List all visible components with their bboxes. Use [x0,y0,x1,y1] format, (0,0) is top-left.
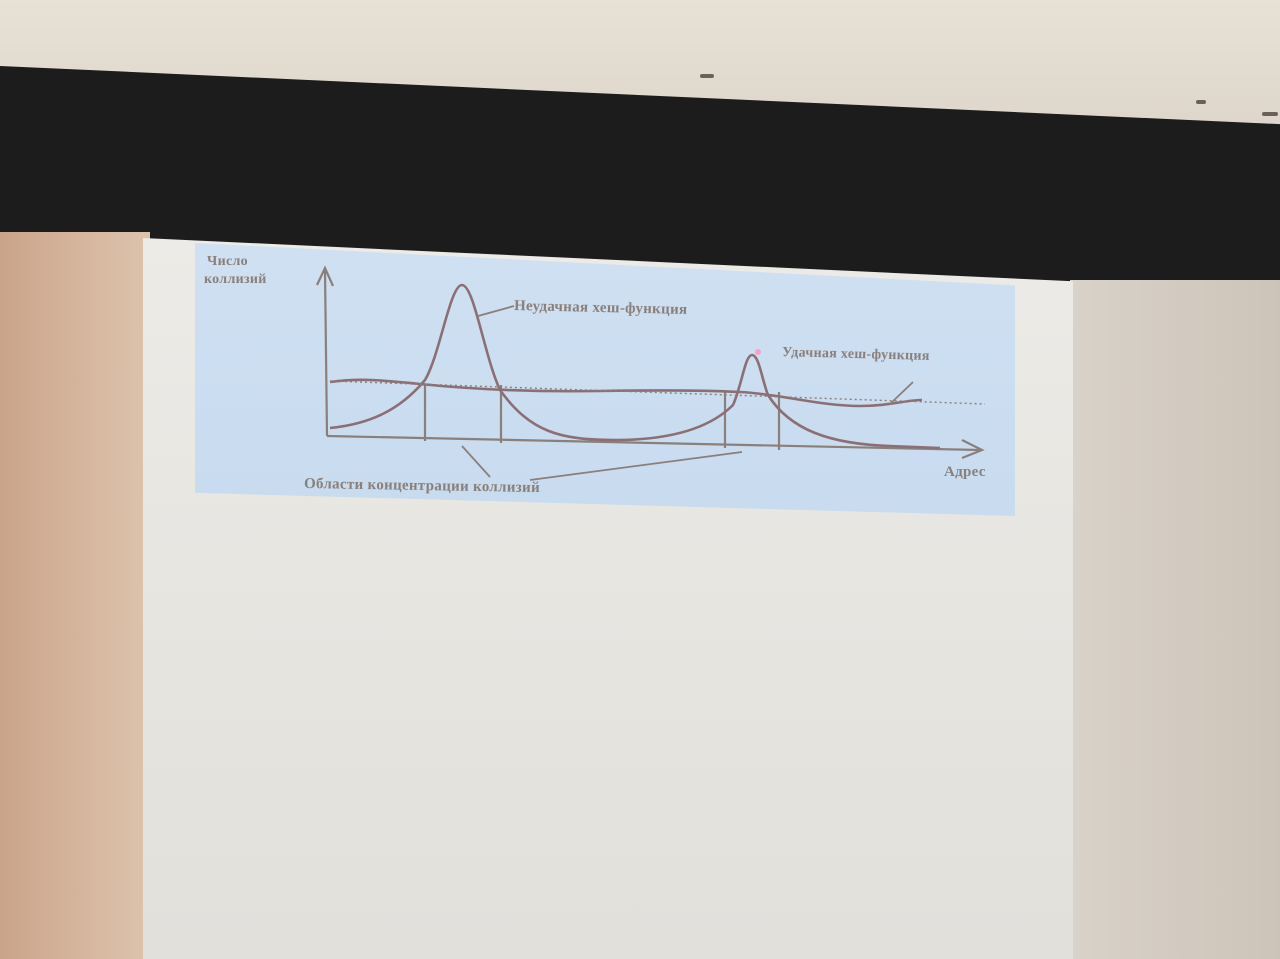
x-axis-arrow [961,439,985,460]
good-label-leader [889,381,914,405]
x-axis-label: Адрес [944,464,986,480]
ceiling-mark [700,74,714,78]
bad-label-leader [477,305,515,317]
bad-hash-curve [329,283,941,450]
average-reference-line [329,380,986,405]
good-hash-curve [329,378,923,408]
regions-leader [529,451,743,481]
x-axis [326,434,981,452]
regions-leader [461,445,491,478]
y-axis-label: Число [207,254,248,269]
y-axis [323,269,329,437]
ceiling-mark [1196,100,1206,104]
ceiling-mark [1262,112,1278,116]
left-wall [0,232,150,959]
y-axis-arrow [316,265,335,287]
laser-pointer-dot [755,349,761,355]
right-wall [1070,280,1280,959]
y-axis-label: коллизий [204,272,267,287]
